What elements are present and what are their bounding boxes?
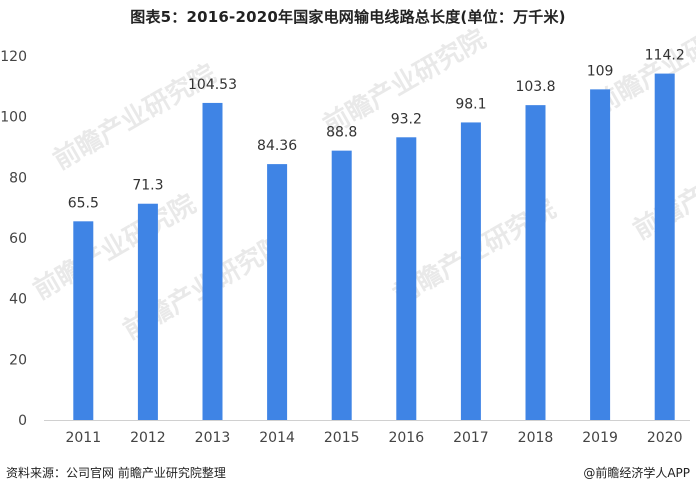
y-tick-label: 80 xyxy=(9,170,27,186)
x-tick-label: 2013 xyxy=(195,430,231,446)
bar-value-label: 84.36 xyxy=(257,138,297,154)
x-tick-label: 2018 xyxy=(518,430,554,446)
bar xyxy=(137,203,158,420)
bar-value-label: 114.2 xyxy=(645,48,685,64)
y-tick-label: 60 xyxy=(9,231,27,247)
brand-credit: @前瞻经济学人APP xyxy=(583,466,690,480)
y-tick-label: 0 xyxy=(18,413,27,429)
bar xyxy=(590,89,611,420)
bar-value-label: 103.8 xyxy=(515,79,555,95)
x-tick-label: 2019 xyxy=(582,430,618,446)
x-tick-label: 2016 xyxy=(388,430,424,446)
bar xyxy=(396,137,417,420)
bar-value-label: 88.8 xyxy=(326,125,357,141)
bar-value-label: 104.53 xyxy=(188,77,237,93)
x-axis-ticks: 2011 2012 2013 2014 2015 2016 2017 2018 2019 2020 xyxy=(65,430,682,446)
bar-value-label: 98.1 xyxy=(455,96,486,112)
bar xyxy=(654,73,675,421)
y-tick-label: 20 xyxy=(9,352,27,368)
bar xyxy=(267,164,288,420)
bar xyxy=(525,105,546,420)
y-tick-label: 100 xyxy=(0,110,27,126)
source-note: 资料来源：公司官网 前瞻产业研究院整理 xyxy=(6,466,226,480)
bar-value-label: 65.5 xyxy=(68,195,99,211)
x-tick-label: 2020 xyxy=(647,430,683,446)
bar xyxy=(331,150,352,420)
bar-value-label: 93.2 xyxy=(391,111,422,127)
x-tick-label: 2014 xyxy=(259,430,295,446)
x-tick-label: 2015 xyxy=(324,430,360,446)
bar xyxy=(73,221,94,420)
bar-value-labels: 65.5 71.3 104.53 84.36 88.8 93.2 98.1 103.8 109 1… xyxy=(68,48,685,212)
bar-value-label: 109 xyxy=(587,63,614,79)
x-tick-label: 2012 xyxy=(130,430,166,446)
chart-title: 图表5：2016-2020年国家电网输电线路总长度(单位：万千米) xyxy=(130,8,566,26)
x-tick-label: 2011 xyxy=(65,430,101,446)
y-axis-ticks: 0 20 40 60 80 100 120 xyxy=(0,49,27,429)
y-tick-label: 40 xyxy=(9,292,27,308)
bar xyxy=(202,102,223,421)
bars xyxy=(73,73,675,421)
y-tick-label: 120 xyxy=(0,49,27,65)
watermark-text: 前瞻产业研究院 xyxy=(48,58,221,176)
bar-value-label: 71.3 xyxy=(132,178,163,194)
x-tick-label: 2017 xyxy=(453,430,489,446)
bar xyxy=(460,122,481,421)
